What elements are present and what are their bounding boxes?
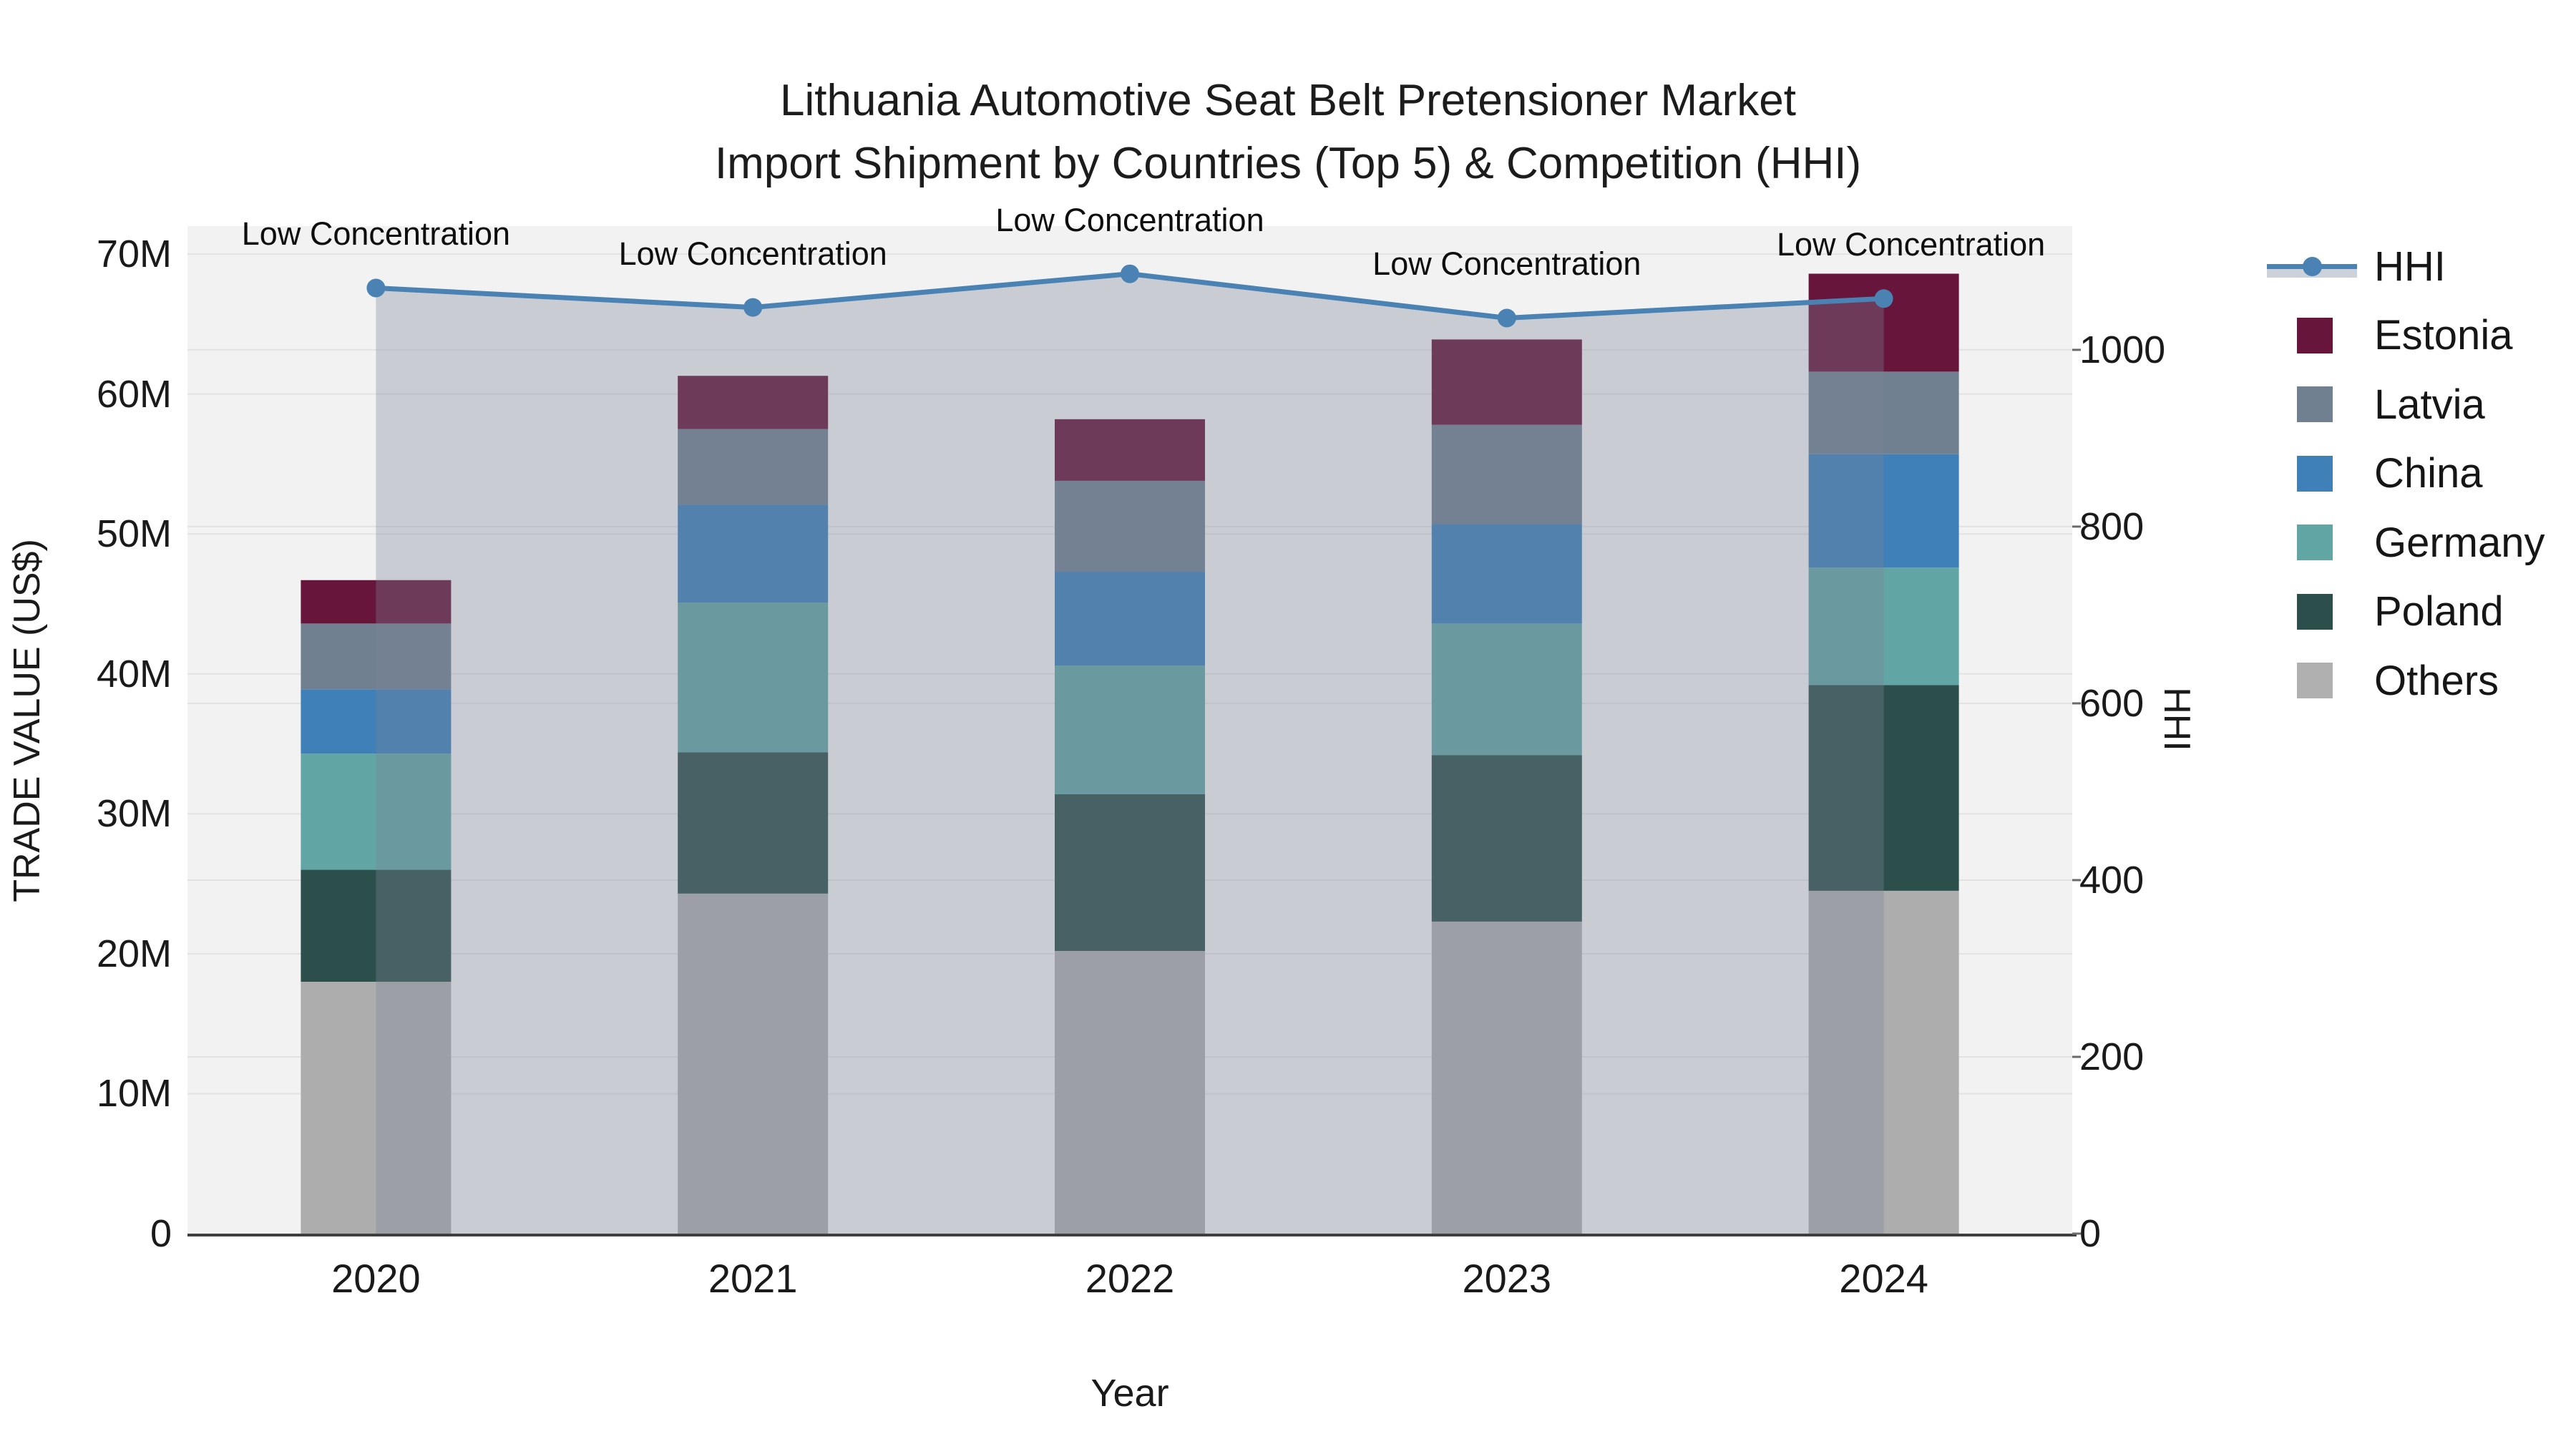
annotation-low-concentration-2020: Low Concentration	[241, 215, 510, 253]
x-tick-2021: 2021	[708, 1256, 798, 1301]
legend-item-others[interactable]: Others	[2267, 654, 2499, 707]
hhi-marker-2023[interactable]	[1497, 308, 1516, 328]
bar-segment-latvia-2021[interactable]	[678, 429, 829, 505]
hhi-line-sample-icon	[2267, 248, 2357, 284]
bar-segment-estonia-2023[interactable]	[1431, 339, 1582, 425]
hhi-area-fill	[376, 273, 1884, 1234]
x-axis-title: Year	[1091, 1372, 1169, 1415]
y-right-tick-0: 0	[2079, 1212, 2102, 1255]
y-left-tick-10M: 10M	[96, 1072, 172, 1116]
bar-segment-latvia-2024[interactable]	[1808, 371, 1959, 454]
y-axis-title-left: TRADE VALUE (US$)	[6, 539, 48, 902]
bar-segment-china-2021[interactable]	[678, 504, 829, 603]
bar-segment-china-2024[interactable]	[1808, 454, 1959, 568]
bar-segment-estonia-2021[interactable]	[678, 376, 829, 429]
bar-segment-poland-2022[interactable]	[1055, 794, 1205, 951]
legend-label-latvia: Latvia	[2374, 381, 2485, 428]
annotation-low-concentration-2023: Low Concentration	[1372, 245, 1641, 283]
bar-segment-others-2020[interactable]	[301, 982, 452, 1234]
annotation-low-concentration-2021: Low Concentration	[618, 235, 887, 272]
bar-segment-latvia-2020[interactable]	[301, 623, 452, 690]
bar-segment-others-2023[interactable]	[1431, 921, 1582, 1234]
y-right-tick-800: 800	[2079, 504, 2145, 548]
y-left-tick-0: 0	[150, 1212, 172, 1255]
y-left-tick-30M: 30M	[96, 792, 172, 836]
legend-swatch-china-icon	[2297, 455, 2333, 492]
legend-label-germany: Germany	[2374, 519, 2545, 566]
legend-label-poland: Poland	[2374, 588, 2504, 635]
bar-segment-china-2022[interactable]	[1055, 572, 1205, 666]
bar-segment-latvia-2022[interactable]	[1055, 480, 1205, 572]
hhi-marker-2024[interactable]	[1874, 289, 1893, 308]
bar-segment-germany-2024[interactable]	[1808, 567, 1959, 686]
legend-swatch-estonia-icon	[2297, 317, 2333, 353]
x-tick-2023: 2023	[1462, 1256, 1552, 1301]
hhi-marker-2022[interactable]	[1121, 264, 1139, 283]
bar-segment-germany-2021[interactable]	[678, 602, 829, 753]
legend-item-china[interactable]: China	[2267, 447, 2483, 500]
legend-label-hhi: HHI	[2374, 243, 2446, 290]
chart-title-line2: Import Shipment by Countries (Top 5) & C…	[714, 139, 1862, 188]
bar-segment-poland-2024[interactable]	[1808, 685, 1959, 891]
legend-item-poland[interactable]: Poland	[2267, 585, 2504, 638]
bar-segment-others-2024[interactable]	[1808, 890, 1959, 1234]
bar-segment-germany-2023[interactable]	[1431, 623, 1582, 756]
legend-item-germany[interactable]: Germany	[2267, 516, 2545, 569]
bar-segment-estonia-2020[interactable]	[301, 580, 452, 624]
y-left-tick-20M: 20M	[96, 932, 172, 975]
annotation-low-concentration-2024: Low Concentration	[1776, 226, 2046, 263]
legend-item-latvia[interactable]: Latvia	[2267, 378, 2485, 431]
y-left-tick-40M: 40M	[96, 652, 172, 696]
y-left-tick-70M: 70M	[96, 233, 172, 276]
legend-label-china: China	[2374, 450, 2483, 497]
bar-segment-latvia-2023[interactable]	[1431, 424, 1582, 525]
y-axis-title-right: HHI	[2156, 687, 2197, 751]
bar-segment-estonia-2022[interactable]	[1055, 419, 1205, 481]
hhi-marker-2020[interactable]	[366, 278, 386, 298]
legend-swatch-germany-icon	[2297, 525, 2333, 560]
x-tick-2020: 2020	[331, 1256, 421, 1301]
y-left-tick-50M: 50M	[96, 512, 172, 556]
x-tick-2024: 2024	[1839, 1256, 1928, 1301]
bar-segment-poland-2021[interactable]	[678, 752, 829, 894]
bar-segment-poland-2023[interactable]	[1431, 755, 1582, 922]
y-right-tick-600: 600	[2079, 681, 2145, 725]
legend-item-hhi[interactable]: HHI	[2267, 240, 2446, 293]
chart-title-line1: Lithuania Automotive Seat Belt Pretensio…	[780, 76, 1796, 125]
bar-segment-poland-2020[interactable]	[301, 869, 452, 982]
y-right-tick-1000: 1000	[2079, 328, 2166, 371]
legend-label-estonia: Estonia	[2374, 312, 2513, 358]
bar-segment-china-2020[interactable]	[301, 689, 452, 754]
bar-segment-germany-2020[interactable]	[301, 753, 452, 870]
bar-segment-others-2022[interactable]	[1055, 950, 1205, 1234]
x-tick-2022: 2022	[1085, 1256, 1175, 1301]
legend-swatch-others-icon	[2297, 663, 2333, 698]
y-right-tick-400: 400	[2079, 858, 2145, 902]
legend-swatch-latvia-icon	[2297, 386, 2333, 422]
legend-label-others: Others	[2374, 657, 2499, 704]
bar-segment-others-2021[interactable]	[678, 893, 829, 1234]
legend-swatch-poland-icon	[2297, 593, 2333, 630]
y-left-tick-60M: 60M	[96, 372, 172, 416]
hhi-marker-2021[interactable]	[743, 298, 763, 317]
y-right-tick-200: 200	[2079, 1035, 2145, 1078]
bar-segment-germany-2022[interactable]	[1055, 665, 1205, 794]
annotation-low-concentration-2022: Low Concentration	[995, 201, 1264, 238]
bar-segment-china-2023[interactable]	[1431, 524, 1582, 624]
legend-item-estonia[interactable]: Estonia	[2267, 309, 2512, 362]
